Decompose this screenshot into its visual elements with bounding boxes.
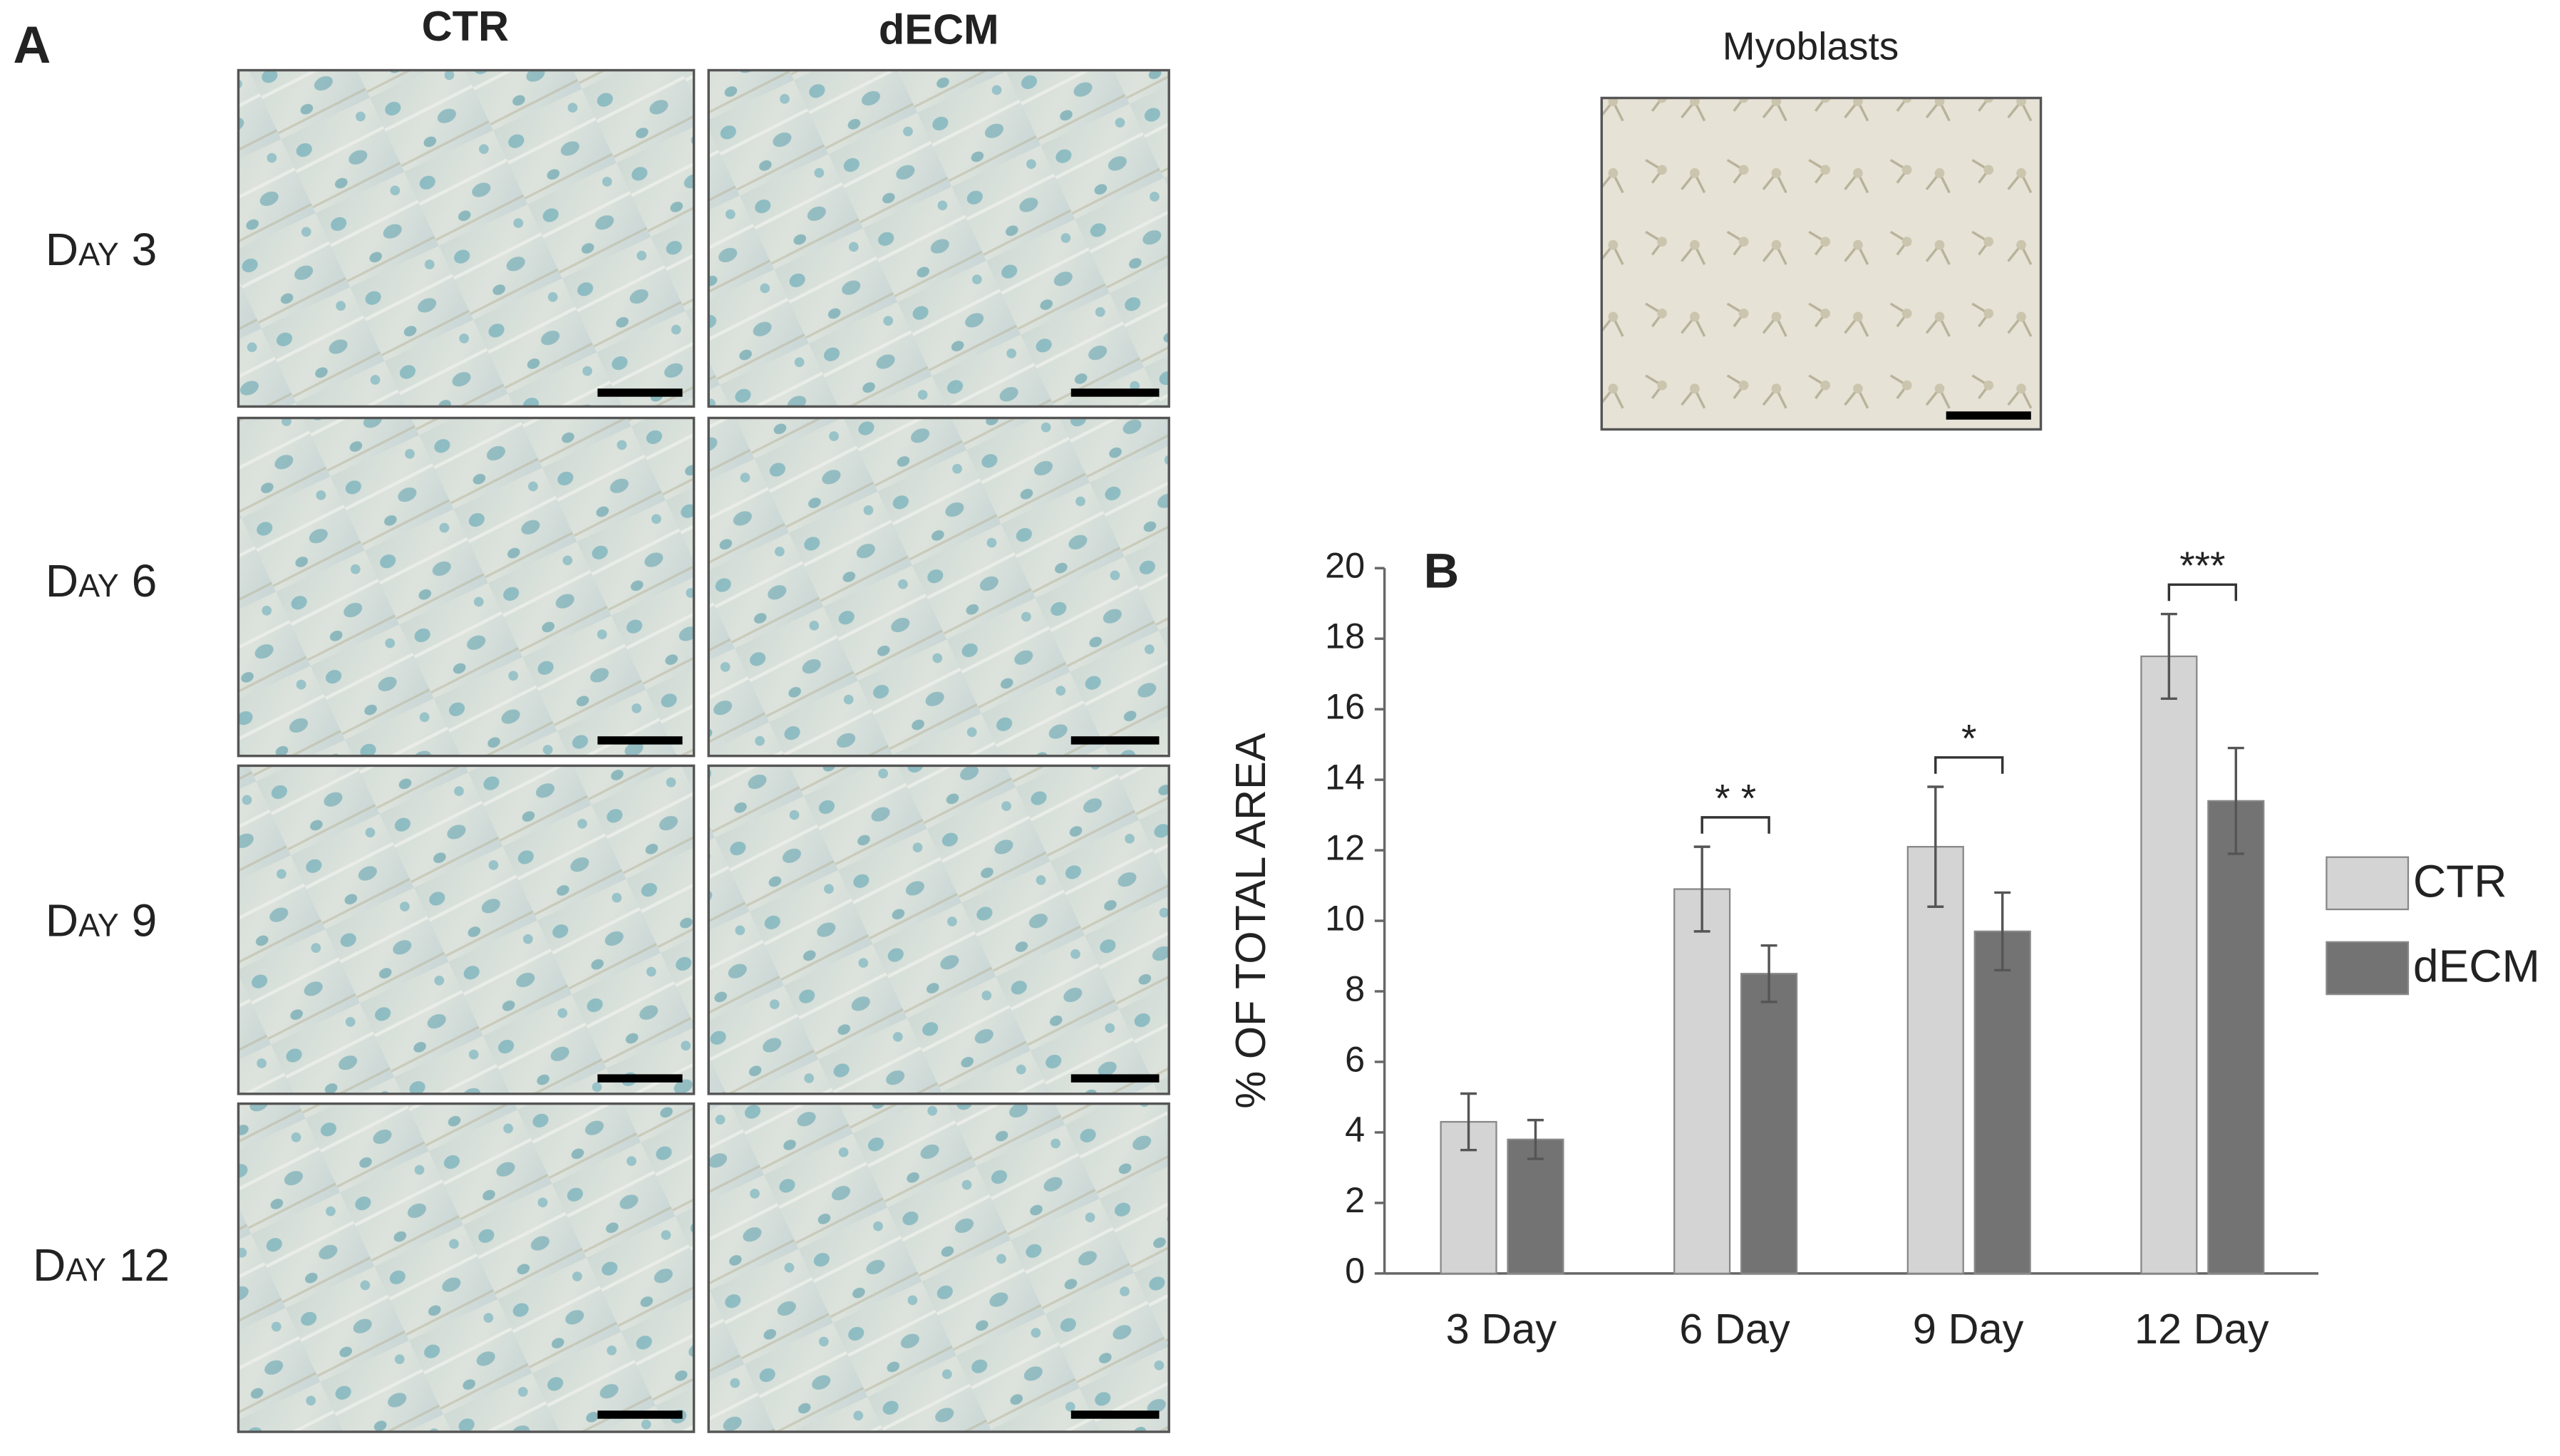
y-tick-label: 10 (1325, 897, 1365, 938)
panel-label: B (1424, 544, 1460, 599)
legend-swatch (2326, 856, 2410, 911)
significance-label: *** (2179, 543, 2225, 587)
y-tick-label: 0 (1345, 1250, 1365, 1291)
bar (1507, 1138, 1564, 1275)
x-tick-label: 6 Day (1679, 1305, 1790, 1353)
y-tick-label: 6 (1345, 1038, 1365, 1079)
scale-bar (597, 1074, 683, 1083)
y-tick-label: 14 (1325, 756, 1365, 797)
micrograph (237, 68, 696, 408)
y-tick-label: 20 (1325, 545, 1365, 586)
micrograph (707, 68, 1170, 408)
error-bar (2160, 612, 2177, 701)
micrograph (1600, 96, 2043, 431)
scale-bar (1070, 388, 1160, 397)
error-bar (1460, 1092, 1477, 1152)
significance-bracket (1934, 756, 2004, 774)
y-tick-label: 2 (1345, 1179, 1365, 1220)
scale-bar (597, 736, 683, 745)
row-label: Day 6 (46, 555, 157, 606)
scale-bar (597, 1410, 683, 1419)
column-label: dECM (879, 6, 999, 53)
micrographs (237, 68, 1170, 1433)
scale-bar (1946, 411, 2031, 420)
legend-label: CTR (2413, 856, 2507, 907)
micrograph (707, 764, 1170, 1095)
bar (1673, 888, 1731, 1275)
bar (1906, 845, 1964, 1275)
row-label: Day 3 (46, 224, 157, 275)
scale-bar (597, 388, 683, 397)
bar (2140, 655, 2198, 1275)
scale-bar (1070, 1410, 1160, 1419)
panel-label: A (13, 16, 51, 74)
x-tick-label: 9 Day (1913, 1305, 2024, 1353)
scale-bar (1070, 1074, 1160, 1083)
y-tick-label: 16 (1325, 686, 1365, 726)
micrograph (237, 1102, 696, 1433)
y-tick-label: 8 (1345, 968, 1365, 1008)
significance-bracket (1700, 816, 1770, 834)
micrograph (707, 416, 1170, 758)
panel-a: A CTR dECM Day 3 Day 6 Day 9 Day 12 Myob (13, 2, 2043, 1433)
x-tick-label: 3 Day (1446, 1305, 1557, 1353)
significance-label: * (1961, 716, 1976, 760)
row-label: Day 9 (46, 895, 157, 946)
micrograph (237, 416, 696, 758)
scale-bar (1070, 736, 1160, 745)
error-bar (2227, 746, 2244, 855)
y-tick-label: 4 (1345, 1109, 1365, 1150)
error-bar (1760, 944, 1777, 1003)
legend-swatch (2326, 941, 2410, 996)
row-label: Day 12 (33, 1239, 170, 1291)
significance-label: * * (1715, 776, 1756, 820)
column-label: CTR (422, 2, 509, 50)
error-bar (1927, 785, 1944, 908)
bar (2207, 800, 2265, 1275)
error-bar (1994, 891, 2011, 972)
x-tick-label: 12 Day (2135, 1305, 2269, 1353)
bar (1740, 973, 1798, 1275)
bar (1973, 930, 2031, 1275)
inset-title: Myoblasts (1723, 24, 1899, 68)
significance-bracket (2167, 583, 2237, 601)
scale-bars (597, 388, 1160, 1419)
legend-label: dECM (2413, 941, 2540, 992)
y-axis-label: % OF TOTAL AREA (1227, 733, 1274, 1109)
y-tick-label: 18 (1325, 616, 1365, 656)
micrograph (237, 764, 696, 1095)
micrograph (707, 1102, 1170, 1433)
y-tick-label: 12 (1325, 827, 1365, 867)
error-bar (1527, 1118, 1544, 1160)
error-bar (1693, 845, 1710, 933)
bar-chart: B % OF TOTAL AREA 0 2 4 6 8 10 12 14 16 18 20 3 Day… (1227, 543, 2540, 1353)
